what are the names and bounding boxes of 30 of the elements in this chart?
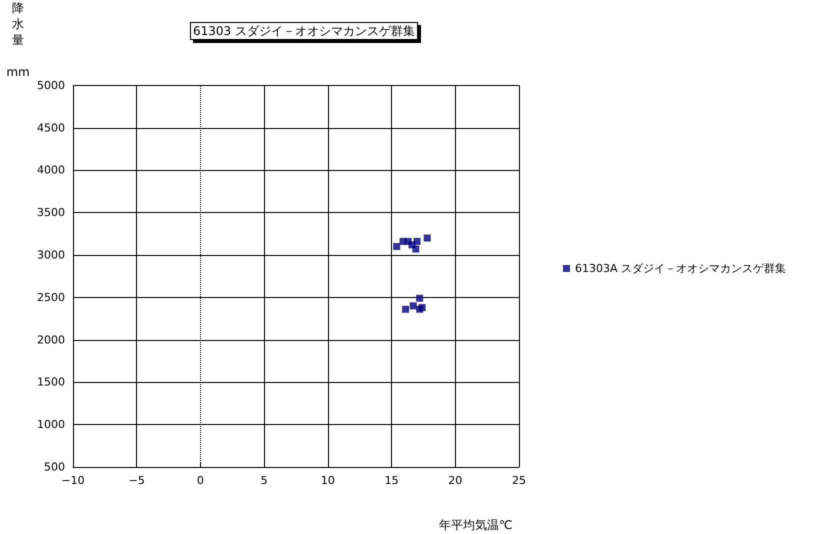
x-tick-label: 0 bbox=[196, 474, 204, 487]
y-tick-label: 4000 bbox=[37, 164, 65, 177]
x-tick-label: 10 bbox=[320, 474, 335, 487]
y-tick-label: 4500 bbox=[37, 121, 65, 134]
point bbox=[418, 304, 426, 312]
x-tick-label: −5 bbox=[128, 474, 145, 487]
y-tick-label: 2000 bbox=[37, 333, 65, 346]
y-tick-label: 3000 bbox=[37, 248, 65, 262]
point bbox=[414, 238, 421, 245]
chart-title: 61303 スダジイ－オオシマカンスゲ群集 bbox=[193, 24, 415, 38]
point bbox=[416, 294, 424, 302]
y-tick-label: 2500 bbox=[37, 290, 65, 304]
x-tick-label: 5 bbox=[260, 474, 268, 487]
x-tick-label: −10 bbox=[61, 474, 85, 487]
x-tick-label: 20 bbox=[448, 474, 462, 487]
y-tick-label: 5000 bbox=[37, 78, 65, 92]
y-tick-label: 500 bbox=[44, 460, 65, 474]
text: 降水量 mm bbox=[6, 1, 30, 79]
y-tick-label: 3500 bbox=[37, 206, 65, 220]
point bbox=[402, 306, 410, 313]
point bbox=[412, 246, 420, 253]
x-axis-title: 年平均気温℃ bbox=[439, 518, 512, 532]
point bbox=[424, 234, 431, 242]
x-tick-label: 15 bbox=[384, 474, 399, 487]
legend-label: 61303A スダジイ－オオシマカンスゲ群集 bbox=[574, 262, 786, 275]
y-tick-label: 1000 bbox=[37, 418, 65, 432]
y-tick-label: 1500 bbox=[37, 376, 65, 389]
x-tick-label: 25 bbox=[512, 474, 526, 487]
point bbox=[393, 243, 400, 250]
point bbox=[410, 302, 417, 310]
